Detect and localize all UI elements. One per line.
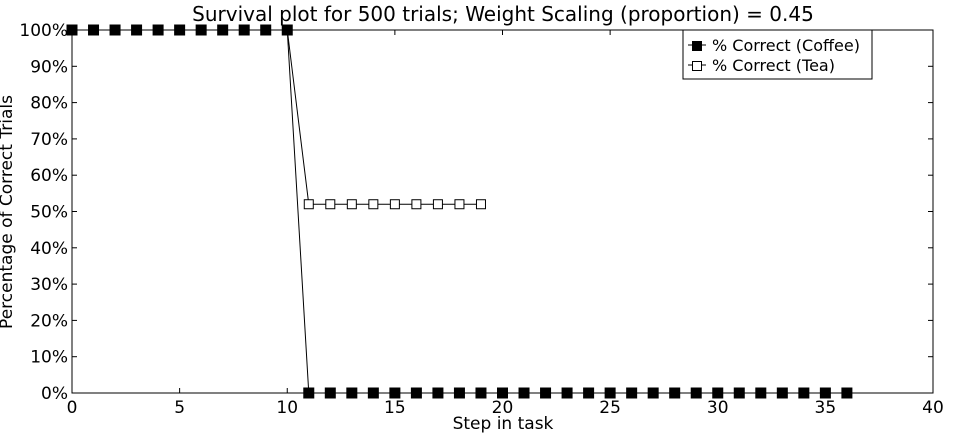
data-point	[303, 387, 315, 399]
legend-label: % Correct (Coffee)	[712, 36, 860, 55]
series-tea	[67, 25, 486, 210]
data-point	[497, 387, 508, 399]
y-tick-label: 80%	[30, 94, 68, 114]
data-point	[367, 387, 379, 399]
data-point	[238, 24, 250, 36]
plot-frame	[71, 29, 934, 394]
data-point	[432, 387, 444, 399]
x-tick-label: 25	[599, 398, 621, 418]
data-point	[453, 387, 465, 399]
data-point	[303, 199, 314, 210]
series-coffee	[66, 24, 853, 399]
series-line	[72, 29, 847, 394]
data-point	[281, 24, 293, 36]
data-point	[411, 199, 422, 210]
data-point	[540, 387, 552, 399]
data-point	[798, 387, 810, 399]
y-tick-label: 0%	[41, 384, 68, 404]
data-point	[66, 24, 78, 36]
data-point	[389, 199, 400, 210]
x-axis-label: Step in task	[453, 414, 554, 434]
data-point	[690, 387, 702, 399]
data-point	[518, 387, 530, 399]
data-point	[604, 387, 616, 399]
y-axis-label: Percentage of Correct Trials	[0, 95, 17, 329]
data-point	[109, 24, 121, 36]
data-point	[389, 387, 401, 399]
y-tick-label: 40%	[30, 239, 68, 259]
data-point	[819, 387, 831, 399]
data-point	[324, 387, 336, 399]
data-point	[88, 24, 100, 36]
legend-coffee-marker	[692, 41, 702, 51]
y-tick-label: 30%	[30, 275, 68, 295]
data-point	[432, 199, 443, 210]
x-tick-label: 15	[384, 398, 406, 418]
x-tick-label: 10	[276, 398, 298, 418]
data-point	[410, 387, 422, 399]
data-point	[647, 387, 659, 399]
y-tick-label: 90%	[30, 57, 68, 77]
data-point	[368, 199, 379, 210]
y-tick-label: 60%	[30, 166, 68, 186]
data-point	[475, 199, 486, 210]
legend-box	[682, 29, 873, 80]
data-point	[131, 24, 143, 36]
data-point	[561, 387, 573, 399]
data-point	[776, 387, 788, 399]
data-point	[152, 24, 164, 36]
data-point	[346, 387, 358, 399]
x-tick-label: 40	[922, 398, 944, 418]
series-line	[72, 29, 481, 205]
data-point	[475, 387, 487, 399]
data-point	[669, 387, 681, 399]
data-point	[217, 24, 229, 36]
y-tick-label: 70%	[30, 130, 68, 150]
data-point	[626, 387, 638, 399]
data-point	[195, 24, 207, 36]
data-point	[174, 24, 186, 36]
data-point	[583, 387, 595, 399]
y-tick-label: 100%	[19, 21, 68, 41]
y-tick-label: 10%	[30, 348, 68, 368]
data-point	[755, 387, 767, 399]
data-point	[454, 199, 465, 210]
chart-title: Survival plot for 500 trials; Weight Sca…	[192, 2, 814, 26]
x-tick-label: 5	[174, 398, 185, 418]
x-tick-label: 0	[67, 398, 78, 418]
series-layer	[66, 24, 853, 399]
y-tick-label: 50%	[30, 203, 68, 223]
data-point	[733, 387, 745, 399]
legend: % Correct (Coffee)% Correct (Tea)	[682, 29, 873, 80]
data-point	[712, 387, 724, 399]
axis-ticks: 0 5 10 15 20 25 30 35 40 0% 10% 20% 30% 40% 50% 60% 70% 8…	[19, 21, 943, 418]
data-point	[346, 199, 357, 210]
x-tick-label: 20	[492, 398, 514, 418]
x-tick-label: 35	[815, 398, 837, 418]
legend-label: % Correct (Tea)	[712, 56, 835, 75]
legend-tea-marker	[692, 61, 702, 71]
data-point	[260, 24, 272, 36]
y-tick-label: 20%	[30, 311, 68, 331]
x-tick-label: 30	[707, 398, 729, 418]
data-point	[325, 199, 336, 210]
data-point	[841, 387, 853, 399]
